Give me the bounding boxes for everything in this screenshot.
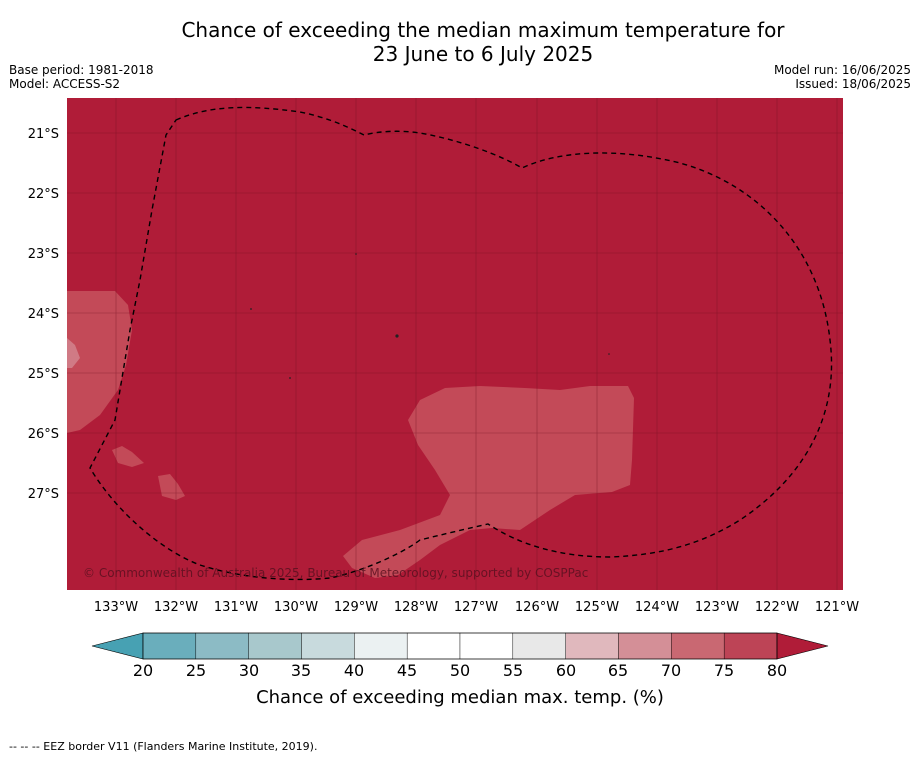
colorbar-tick-label: 30 <box>239 661 259 680</box>
islands <box>250 253 610 379</box>
copyright-text: © Commonwealth of Australia 2025, Bureau… <box>83 566 588 580</box>
graticule <box>67 98 843 590</box>
lon-label: 130°W <box>274 600 318 615</box>
lon-label: 131°W <box>214 600 258 615</box>
lon-label: 125°W <box>575 600 619 615</box>
colorbar-high-extend <box>776 632 829 660</box>
title-line-2: 23 June to 6 July 2025 <box>372 42 594 66</box>
meta-right: Model run: 16/06/2025 Issued: 18/06/2025 <box>774 63 911 91</box>
footer-note: -- -- -- EEZ border V11 (Flanders Marine… <box>9 740 318 753</box>
colorbar-label: Chance of exceeding median max. temp. (%… <box>256 687 664 708</box>
colorbar-cell <box>406 632 461 660</box>
lat-label: 21°S <box>28 127 59 142</box>
lon-label: 127°W <box>454 600 498 615</box>
colorbar-tick-label: 65 <box>608 661 628 680</box>
title-line-1: Chance of exceeding the median maximum t… <box>181 18 785 42</box>
island-4 <box>608 353 610 355</box>
colorbar-ticks: 20 25 30 35 40 45 50 55 60 65 70 75 80 <box>133 661 787 680</box>
island-1 <box>395 334 399 338</box>
colorbar: 20 25 30 35 40 45 50 55 60 65 70 75 80 C… <box>91 632 829 708</box>
colorbar-tick-label: 55 <box>503 661 523 680</box>
chart-title: Chance of exceeding the median maximum t… <box>0 18 919 66</box>
colorbar-tick-label: 35 <box>291 661 311 680</box>
colorbar-cell <box>354 632 408 660</box>
colorbar-cell <box>142 632 197 660</box>
lon-label: 123°W <box>695 600 739 615</box>
model-run-text: Model run: 16/06/2025 <box>773 63 911 77</box>
colorbar-tick-label: 20 <box>133 661 153 680</box>
colorbar-cell <box>248 632 302 660</box>
eez-border <box>89 106 833 581</box>
colorbar-cell <box>459 632 514 660</box>
lon-label: 126°W <box>515 600 559 615</box>
meta-left: Base period: 1981-2018 Model: ACCESS-S2 <box>9 63 154 91</box>
colorbar-tick-label: 40 <box>344 661 364 680</box>
colorbar-cell <box>618 632 672 660</box>
lat-label: 26°S <box>28 427 59 442</box>
colorbar-cell <box>671 632 725 660</box>
colorbar-cell <box>301 632 355 660</box>
lon-label: 133°W <box>94 600 138 615</box>
base-period-text: Base period: 1981-2018 <box>9 63 154 77</box>
lon-label: 121°W <box>815 600 859 615</box>
lat-label: 22°S <box>28 187 59 202</box>
island-3 <box>289 377 291 379</box>
colorbar-tick-label: 50 <box>450 661 470 680</box>
lon-label: 129°W <box>334 600 378 615</box>
patch-small-1 <box>112 446 144 467</box>
lat-label: 27°S <box>28 487 59 502</box>
colorbar-cell <box>512 632 566 660</box>
issued-text: Issued: 18/06/2025 <box>795 77 911 91</box>
colorbar-tick-label: 80 <box>767 661 787 680</box>
lat-label: 23°S <box>28 247 59 262</box>
map-panel: © Commonwealth of Australia 2025, Bureau… <box>67 98 843 590</box>
colorbar-tick-label: 75 <box>714 661 734 680</box>
lon-label: 128°W <box>394 600 438 615</box>
colorbar-outline <box>142 632 778 660</box>
colorbar-tick-label: 70 <box>661 661 681 680</box>
lat-label: 24°S <box>28 307 59 322</box>
model-text: Model: ACCESS-S2 <box>9 77 121 91</box>
colorbar-cell <box>565 632 619 660</box>
colorbar-cells <box>142 632 778 660</box>
colorbar-tick-label: 45 <box>397 661 417 680</box>
lon-label: 124°W <box>635 600 679 615</box>
lon-label: 122°W <box>755 600 799 615</box>
colorbar-cell <box>195 632 249 660</box>
colorbar-cell <box>723 632 778 660</box>
lon-label: 132°W <box>154 600 198 615</box>
latitude-labels: 21°S 22°S 23°S 24°S 25°S 26°S 27°S <box>28 127 59 502</box>
island-5 <box>355 253 357 255</box>
colorbar-tick-label: 25 <box>186 661 206 680</box>
longitude-labels: 133°W 132°W 131°W 130°W 129°W 128°W 127°… <box>94 600 859 615</box>
island-2 <box>250 308 252 310</box>
patch-west-light <box>67 338 80 368</box>
patch-small-2 <box>158 474 185 500</box>
colorbar-tick-label: 60 <box>556 661 576 680</box>
lat-label: 25°S <box>28 367 59 382</box>
colorbar-low-extend <box>91 632 144 660</box>
